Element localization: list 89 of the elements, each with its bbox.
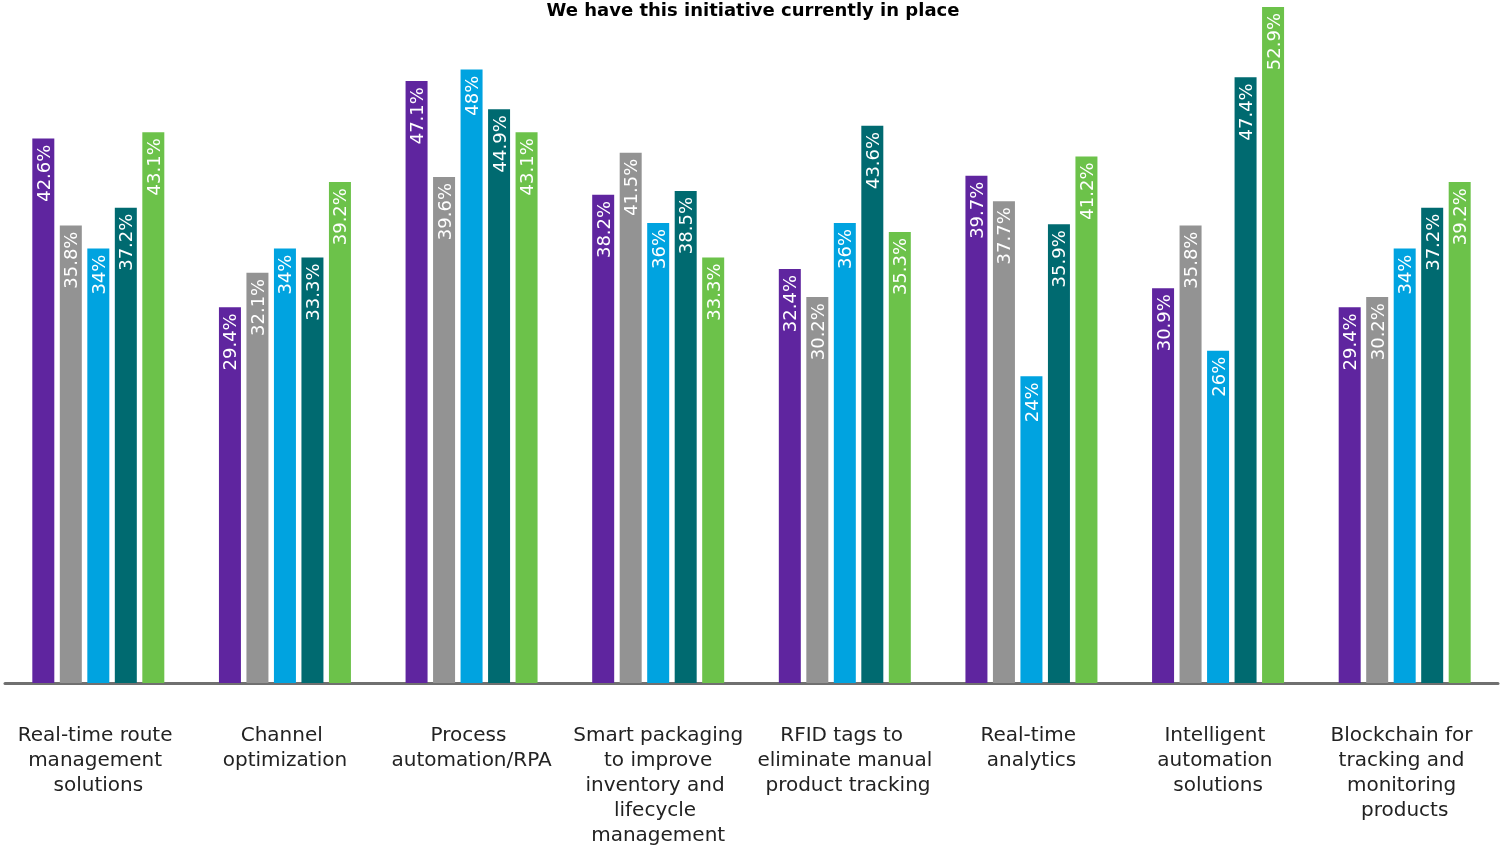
x-tick-label: RFID tags to eliminate manual product tracking — [757, 721, 933, 796]
data-label: 36% — [834, 228, 856, 269]
bar — [1421, 207, 1444, 683]
bar — [1366, 297, 1389, 683]
bar — [218, 307, 241, 683]
bar — [833, 222, 856, 683]
data-label: 33.3% — [702, 263, 724, 321]
bar — [1179, 225, 1202, 683]
bar — [273, 248, 296, 683]
data-label: 39.7% — [965, 181, 987, 239]
bar — [647, 222, 670, 683]
data-label: 32.4% — [779, 274, 801, 333]
bar — [592, 194, 615, 683]
data-label: 35.8% — [60, 231, 82, 289]
bar — [142, 132, 165, 683]
bar — [888, 231, 911, 683]
bar — [861, 125, 884, 683]
data-label: 38.5% — [675, 197, 697, 255]
x-tick-label: Blockchain for tracking and monitoring products — [1330, 721, 1479, 821]
data-label: 52.9% — [1262, 13, 1284, 71]
data-label: 37.2% — [115, 213, 137, 271]
data-label: 43.1% — [142, 138, 164, 196]
data-label: 35.8% — [1180, 231, 1202, 289]
data-label: 38.2% — [592, 200, 614, 259]
bar — [1152, 288, 1175, 683]
x-tick-label: Intelligent automation solutions — [1157, 721, 1279, 796]
bar — [246, 272, 269, 683]
data-label: 43.6% — [861, 131, 883, 190]
data-label: 41.2% — [1075, 162, 1097, 220]
chart-title: We have this initiative currently in place — [546, 0, 960, 20]
bar — [778, 268, 801, 683]
x-tick-label: Process automation/RPA — [391, 721, 552, 771]
bar — [1448, 182, 1471, 683]
data-label: 34% — [87, 254, 109, 295]
bar — [1262, 7, 1285, 683]
bar — [1393, 248, 1416, 683]
bar — [1075, 156, 1098, 683]
bar — [460, 69, 483, 683]
data-label: 39.2% — [329, 188, 351, 246]
bar — [488, 109, 511, 683]
data-label: 36% — [647, 228, 669, 269]
data-label: 47.1% — [406, 87, 428, 145]
bar — [1234, 77, 1257, 683]
data-label: 33.3% — [301, 263, 323, 321]
data-label: 26% — [1207, 356, 1229, 397]
data-label: 34% — [1394, 254, 1416, 295]
data-label: 48% — [461, 75, 483, 116]
bar — [328, 182, 351, 683]
bar — [1047, 224, 1070, 683]
data-label: 29.4% — [1339, 313, 1361, 371]
bar — [965, 175, 988, 683]
data-label: 41.5% — [620, 158, 642, 216]
x-tick-label: Smart packaging to improve inventory and lifecycle management — [573, 721, 744, 846]
x-tick-label: Real-time route management solutions — [17, 721, 179, 796]
data-label: 30.2% — [806, 303, 828, 361]
bar — [619, 152, 642, 683]
data-label: 30.9% — [1152, 294, 1174, 352]
data-label: 32.1% — [246, 278, 268, 336]
bar — [1207, 350, 1230, 683]
data-label: 24% — [1020, 382, 1042, 423]
data-label: 30.2% — [1366, 303, 1388, 361]
bar — [87, 248, 110, 683]
bar — [301, 257, 324, 683]
data-label: 42.6% — [32, 144, 54, 202]
bar — [992, 201, 1015, 683]
data-label: 44.9% — [488, 115, 510, 173]
data-label: 35.9% — [1048, 230, 1070, 288]
bar — [702, 257, 725, 683]
bar — [433, 176, 456, 683]
data-label: 39.6% — [433, 182, 455, 241]
bar — [32, 138, 55, 683]
bar — [405, 81, 428, 683]
data-label: 37.2% — [1421, 213, 1443, 271]
data-label: 37.7% — [993, 207, 1015, 265]
bar — [1020, 376, 1043, 683]
bar — [59, 225, 82, 683]
data-label: 35.3% — [889, 237, 911, 296]
x-tick-label: Real-time analytics — [980, 721, 1083, 771]
data-label: 47.4% — [1235, 83, 1257, 141]
bar — [674, 191, 697, 683]
bar — [515, 132, 538, 683]
data-label: 29.4% — [219, 313, 241, 371]
x-tick-label: Channel optimization — [222, 721, 348, 771]
bar — [114, 207, 137, 683]
data-label: 34% — [274, 254, 296, 295]
bar — [1338, 307, 1361, 683]
bar — [806, 297, 829, 683]
data-label: 43.1% — [516, 138, 538, 196]
data-label: 39.2% — [1449, 188, 1471, 246]
